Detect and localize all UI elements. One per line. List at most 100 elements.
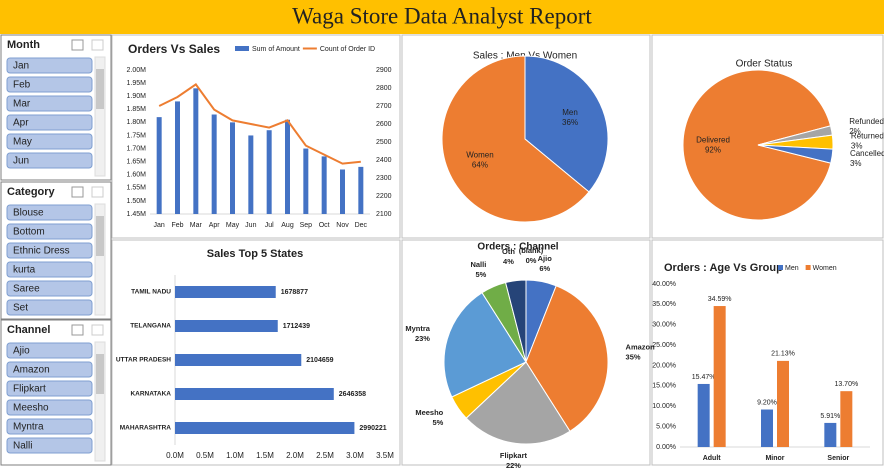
bar <box>156 117 162 214</box>
pie-value-label: 64% <box>472 160 488 169</box>
slicer-item-label: Myntra <box>13 422 44 433</box>
y2-tick-label: 2600 <box>376 121 392 128</box>
slicer-item-label: Amazon <box>13 365 50 376</box>
pie-value-label: 6% <box>539 264 550 273</box>
data-label: 1678877 <box>281 289 308 296</box>
slicer-item-label: Blouse <box>13 208 44 219</box>
scrollbar <box>94 341 106 462</box>
pie-label: Flipkart <box>500 451 528 460</box>
clear-filter-button[interactable] <box>91 324 104 336</box>
y-tick-label: 5.00% <box>656 423 676 430</box>
bar <box>321 156 327 214</box>
dashboard-title: Waga Store Data Analyst Report <box>292 3 592 28</box>
slicer-item[interactable] <box>6 57 93 74</box>
pie-value-label: 5% <box>432 418 443 427</box>
slicer-item[interactable] <box>6 299 93 316</box>
data-label: 21.13% <box>771 351 795 358</box>
pie-value-label: 22% <box>506 461 521 470</box>
slicer-item-label: Flipkart <box>13 384 46 395</box>
pie-label: Ajio <box>538 254 553 263</box>
x-tick-label: 2.0M <box>286 451 304 460</box>
bar <box>713 306 726 447</box>
bar <box>175 354 302 366</box>
pie-label: Meesho <box>415 408 443 417</box>
slicer-item-label: Jan <box>13 61 29 72</box>
y-tick-label: TELANGANA <box>130 323 171 330</box>
pie-label: Oth <box>502 247 515 256</box>
y-tick-label: 1.90M <box>127 93 147 100</box>
clear-filter-button[interactable] <box>91 39 104 51</box>
clear-filter-button[interactable] <box>91 186 104 198</box>
legend-label: Count of Order ID <box>320 46 375 53</box>
pie-value-label: 0% <box>526 256 537 265</box>
scroll-thumb[interactable] <box>96 216 104 256</box>
pie-value-label: 2% <box>849 127 861 136</box>
pie-label: Myntra <box>405 324 430 333</box>
slicer-item[interactable] <box>6 204 93 221</box>
title-bar <box>0 0 884 34</box>
pie-slice <box>524 55 609 193</box>
slicer-item[interactable] <box>6 280 93 297</box>
slicer-item[interactable] <box>6 342 93 359</box>
slicer-item[interactable] <box>6 114 93 131</box>
slicer-item[interactable] <box>6 261 93 278</box>
scroll-thumb[interactable] <box>96 69 104 109</box>
bar <box>175 388 334 400</box>
slicer-item[interactable] <box>6 418 93 435</box>
bar <box>230 122 235 214</box>
bar <box>840 391 853 447</box>
y-tick-label: 15.00% <box>652 383 676 390</box>
y-tick-label: 1.70M <box>127 145 147 152</box>
y2-tick-label: 2500 <box>376 139 392 146</box>
y-tick-label: 25.00% <box>652 342 676 349</box>
slicer-item[interactable] <box>6 133 93 150</box>
x-tick-label: 0.0M <box>166 451 184 460</box>
pie-slice <box>682 69 832 221</box>
pie-slice <box>757 144 834 164</box>
slicer-item[interactable] <box>6 242 93 259</box>
bar <box>211 114 217 214</box>
y-tick-label: 35.00% <box>652 301 676 308</box>
bar <box>697 383 710 447</box>
slicer-item[interactable] <box>6 399 93 416</box>
pie-value-label: 92% <box>705 145 721 154</box>
slicer-item[interactable] <box>6 95 93 112</box>
pie-slice <box>441 55 590 223</box>
x-tick-label: Apr <box>209 222 221 229</box>
slicer-item[interactable] <box>6 223 93 240</box>
pie-label: Women <box>466 150 493 159</box>
slicer-item-label: Mar <box>13 99 31 110</box>
slicer-item[interactable] <box>6 76 93 93</box>
slicer-item[interactable] <box>6 437 93 454</box>
slicer-item-label: Ethnic Dress <box>13 246 70 257</box>
x-tick-label: Oct <box>319 222 330 229</box>
line-series <box>158 83 361 165</box>
slicer-item[interactable] <box>6 152 93 169</box>
slicer-item[interactable] <box>6 361 93 378</box>
y-tick-label: UTTAR PRADESH <box>116 357 171 364</box>
multi-select-button[interactable] <box>71 186 84 198</box>
pie-slice <box>465 361 571 445</box>
x-tick-label: Dec <box>355 222 368 229</box>
x-tick-label: Nov <box>336 222 349 229</box>
slicer-item-label: Apr <box>13 118 29 129</box>
slicer-item-label: Nalli <box>13 441 32 452</box>
x-tick-label: Jan <box>154 222 165 229</box>
data-label: 13.70% <box>834 381 858 388</box>
bar <box>824 422 837 447</box>
x-tick-label: 0.5M <box>196 451 214 460</box>
chart-title: Sales Top 5 States <box>207 248 303 260</box>
bar <box>175 320 278 332</box>
bar <box>303 148 309 214</box>
data-label: 15.47% <box>692 374 716 381</box>
multi-select-button[interactable] <box>71 39 84 51</box>
data-label: 9.20% <box>757 399 777 406</box>
legend-label: Women <box>813 265 837 272</box>
scroll-thumb[interactable] <box>96 354 104 394</box>
pie-label: Amazon <box>626 343 656 352</box>
multi-select-button[interactable] <box>71 324 84 336</box>
slicer-item[interactable] <box>6 380 93 397</box>
data-label: 1712439 <box>283 323 310 330</box>
chart-title: Orders : Channel <box>477 242 558 253</box>
data-label: 34.59% <box>708 296 732 303</box>
